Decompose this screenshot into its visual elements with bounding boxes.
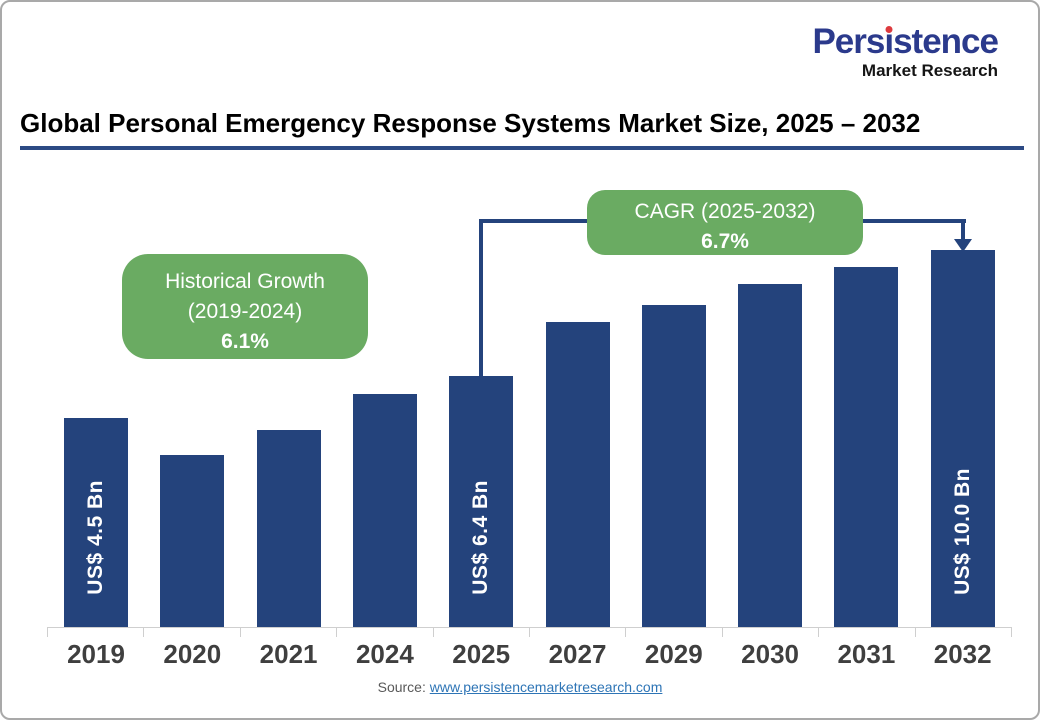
cagr-connector-left-horizontal [479, 219, 591, 223]
x-axis-tick [625, 627, 627, 637]
bar-2027 [545, 322, 610, 627]
logo-red-dot-icon [885, 26, 893, 33]
x-axis-tick [818, 627, 820, 637]
historical-growth-value: 6.1% [221, 329, 269, 353]
x-axis-label-2021: 2021 [259, 639, 318, 669]
source-link[interactable]: www.persistencemarketresearch.com [429, 679, 663, 695]
x-axis-label-2029: 2029 [644, 639, 703, 669]
logo-brand: Persı stence [812, 22, 999, 61]
bar-2025: US$ 6.4 Bn [449, 376, 514, 627]
logo: Persı stence Market Research [812, 22, 999, 80]
cagr-line1: CAGR (2025-2032) [634, 200, 816, 223]
bar-2030 [738, 284, 803, 627]
bar-2029 [641, 305, 706, 627]
historical-growth-line2: (2019-2024) [187, 299, 303, 323]
x-axis-tick [529, 627, 530, 637]
x-axis-label-2031: 2031 [837, 639, 896, 669]
x-axis-tick [721, 627, 723, 637]
x-axis-label-2020: 2020 [163, 639, 222, 669]
cagr-connector-right-horizontal [860, 219, 966, 223]
bar-2021 [256, 430, 321, 627]
x-axis-label-2030: 2030 [741, 639, 800, 669]
logo-tagline: Market Research [861, 61, 998, 80]
x-axis-tick [239, 627, 241, 637]
bar-value-label-2032: US$ 10.0 Bn [950, 468, 974, 595]
x-axis-label-2019: 2019 [67, 639, 125, 669]
cagr-callout: CAGR (2025-2032) 6.7% [587, 190, 863, 255]
x-axis-label-2025: 2025 [452, 639, 511, 669]
x-axis-tick [47, 627, 48, 637]
historical-growth-line1: Historical Growth [165, 270, 325, 293]
cagr-value: 6.7% [701, 229, 749, 253]
page-title: Global Personal Emergency Response Syste… [20, 108, 921, 138]
x-axis-tick [1011, 627, 1012, 637]
arrow-down-icon [954, 239, 972, 252]
source-line: Source: www.persistencemarketresearch.co… [2, 679, 1038, 695]
bar-2019: US$ 4.5 Bn [64, 418, 128, 627]
x-axis-label-2027: 2027 [548, 639, 607, 669]
x-axis-tick [336, 627, 338, 637]
title-underline [20, 146, 1024, 150]
x-axis-tick [143, 627, 145, 637]
x-axis-label-2024: 2024 [355, 639, 414, 669]
source-prefix: Source: [377, 679, 426, 695]
bar-value-label-2019: US$ 4.5 Bn [84, 480, 107, 595]
bar-value-label-2025: US$ 6.4 Bn [469, 480, 493, 595]
x-axis-label-2032: 2032 [933, 639, 992, 669]
x-axis-tick [432, 627, 434, 637]
bar-2031 [834, 267, 899, 627]
historical-growth-callout: Historical Growth (2019-2024) 6.1% [122, 254, 368, 359]
cagr-connector-left-vertical [479, 219, 483, 377]
bar-2024 [352, 394, 417, 627]
cagr-connector-right-vertical [961, 219, 965, 241]
bar-2020 [160, 455, 225, 627]
bar-2032: US$ 10.0 Bn [930, 250, 995, 627]
x-axis-tick [914, 627, 916, 637]
